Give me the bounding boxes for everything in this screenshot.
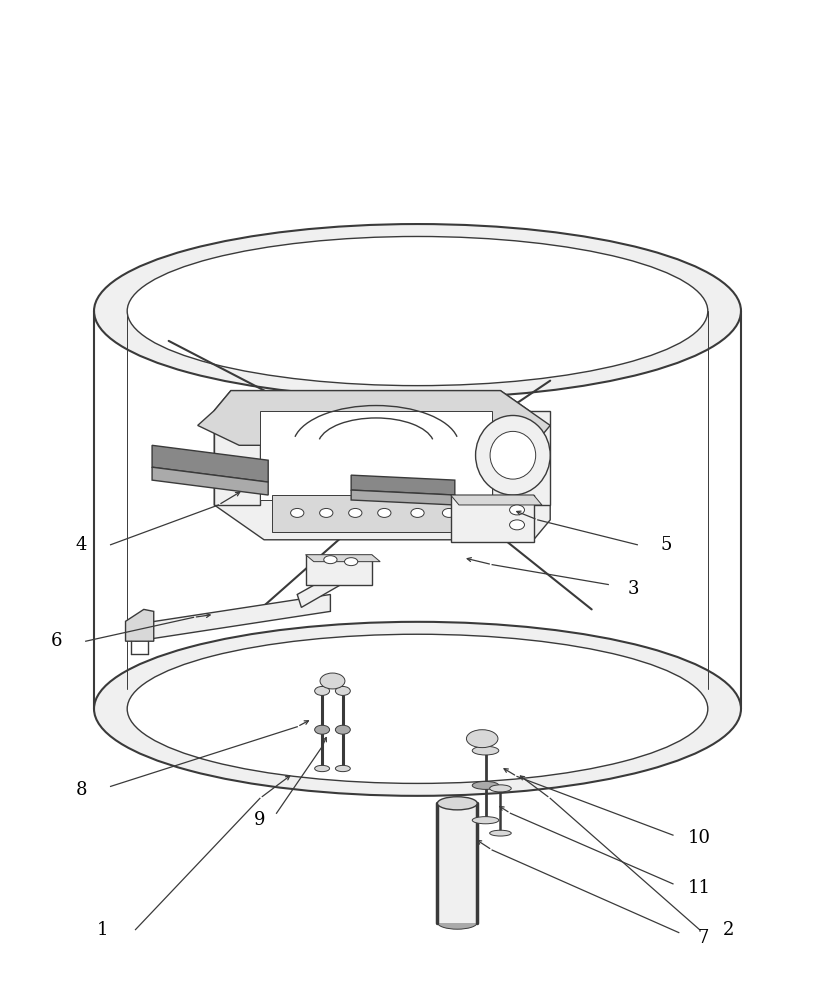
Ellipse shape	[438, 797, 478, 810]
Polygon shape	[306, 555, 380, 562]
Polygon shape	[135, 594, 331, 641]
Ellipse shape	[291, 508, 304, 517]
Polygon shape	[492, 410, 550, 505]
Ellipse shape	[320, 673, 345, 689]
Text: 4: 4	[76, 536, 88, 554]
Ellipse shape	[315, 725, 330, 734]
Polygon shape	[198, 391, 550, 445]
Ellipse shape	[397, 438, 438, 462]
Ellipse shape	[315, 765, 330, 772]
Ellipse shape	[490, 431, 536, 479]
Ellipse shape	[320, 508, 333, 517]
Polygon shape	[306, 555, 372, 585]
Ellipse shape	[315, 686, 330, 695]
Ellipse shape	[336, 725, 351, 734]
Ellipse shape	[476, 415, 550, 495]
Polygon shape	[260, 410, 492, 500]
Ellipse shape	[443, 508, 456, 517]
Ellipse shape	[473, 746, 498, 755]
Polygon shape	[352, 490, 455, 505]
Ellipse shape	[336, 765, 351, 772]
Text: 3: 3	[627, 580, 639, 598]
Text: 10: 10	[688, 829, 711, 847]
Text: 5: 5	[660, 536, 672, 554]
Text: 7: 7	[698, 929, 710, 947]
Text: 9: 9	[254, 811, 266, 829]
Ellipse shape	[509, 520, 524, 530]
Ellipse shape	[345, 558, 357, 566]
Ellipse shape	[392, 505, 443, 535]
Polygon shape	[152, 445, 268, 482]
Ellipse shape	[397, 453, 438, 477]
Ellipse shape	[349, 508, 362, 517]
Polygon shape	[215, 410, 260, 505]
Ellipse shape	[324, 556, 337, 564]
Polygon shape	[215, 391, 550, 540]
Text: 8: 8	[76, 781, 88, 799]
Ellipse shape	[411, 508, 424, 517]
Ellipse shape	[94, 224, 741, 398]
Polygon shape	[352, 475, 455, 495]
Text: 1: 1	[97, 921, 108, 939]
Polygon shape	[272, 495, 480, 532]
Ellipse shape	[377, 508, 391, 517]
Ellipse shape	[127, 634, 708, 783]
Polygon shape	[438, 803, 478, 923]
Ellipse shape	[489, 785, 511, 792]
Ellipse shape	[438, 916, 478, 929]
Text: 2: 2	[723, 921, 734, 939]
Ellipse shape	[473, 781, 498, 789]
Ellipse shape	[336, 686, 351, 695]
Polygon shape	[297, 560, 363, 607]
Text: 6: 6	[51, 632, 63, 650]
Polygon shape	[352, 440, 483, 535]
Ellipse shape	[384, 445, 451, 485]
Ellipse shape	[489, 830, 511, 836]
Ellipse shape	[392, 480, 443, 510]
Polygon shape	[152, 467, 268, 495]
Ellipse shape	[473, 817, 498, 824]
Ellipse shape	[384, 430, 451, 470]
Text: 11: 11	[688, 879, 711, 897]
Polygon shape	[451, 495, 542, 505]
Ellipse shape	[94, 622, 741, 796]
Ellipse shape	[467, 730, 498, 748]
Polygon shape	[451, 495, 534, 542]
Polygon shape	[125, 609, 154, 641]
Ellipse shape	[127, 236, 708, 386]
Ellipse shape	[509, 505, 524, 515]
